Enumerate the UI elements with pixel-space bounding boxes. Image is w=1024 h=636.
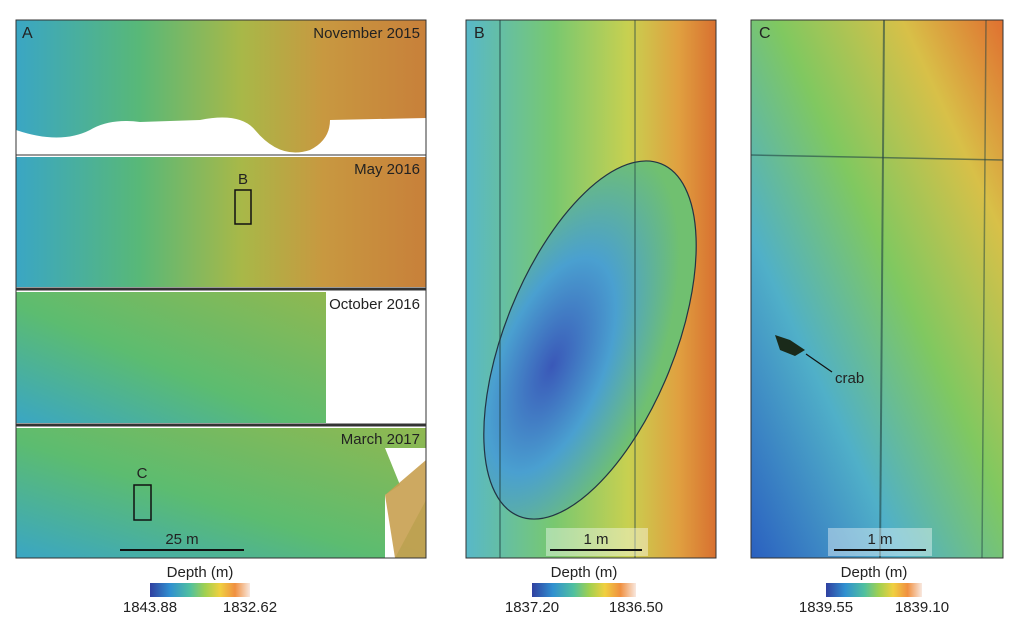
- colorbar-min: 1843.88: [123, 599, 177, 616]
- panel-c: crab C 1 m Depth (m) 1839.55 1839.10: [750, 19, 1004, 616]
- scale-label: 1 m: [583, 531, 608, 548]
- track: [981, 19, 987, 559]
- subpanel-title: March 2017: [341, 431, 420, 448]
- scale-label: 25 m: [165, 531, 198, 548]
- colorbar-max: 1832.62: [223, 599, 277, 616]
- panel-a: A November 2015 May 2016 October 2016 Ma…: [15, 19, 427, 616]
- subpanel-title: November 2015: [313, 25, 420, 42]
- subpanel-title: May 2016: [354, 161, 420, 178]
- colorbar-min: 1839.55: [799, 599, 853, 616]
- map-image: [16, 292, 326, 423]
- map-image: [385, 460, 426, 558]
- frame: [750, 19, 1004, 559]
- track: [750, 154, 1004, 161]
- colorbar: [826, 583, 922, 597]
- colorbar-min: 1837.20: [505, 599, 559, 616]
- colorbar-title: Depth (m): [167, 564, 234, 581]
- panel-b: B 1 m Depth (m) 1837.20 1836.50: [465, 19, 717, 616]
- colorbar: [532, 583, 636, 597]
- pit: [483, 160, 697, 520]
- frame: [465, 19, 717, 559]
- panel-label: C: [759, 25, 771, 42]
- colorbar: [150, 583, 250, 597]
- inset-box: [234, 189, 252, 225]
- map-image: [16, 428, 426, 558]
- colorbar-title: Depth (m): [841, 564, 908, 581]
- annotation: crab: [835, 370, 864, 387]
- inset-label: B: [238, 171, 248, 188]
- map-image: [751, 20, 1003, 558]
- subpanel-title: October 2016: [329, 296, 420, 313]
- scale-label: 1 m: [867, 531, 892, 548]
- scale-backdrop: [828, 528, 932, 556]
- inset-box: [133, 484, 152, 521]
- scale-backdrop: [546, 528, 648, 556]
- no-data: [16, 117, 426, 155]
- track: [879, 19, 885, 559]
- crab: [775, 335, 805, 356]
- colorbar-max: 1839.10: [895, 599, 949, 616]
- inset-label: C: [137, 465, 148, 482]
- colorbar-max: 1836.50: [609, 599, 663, 616]
- colorbar-title: Depth (m): [551, 564, 618, 581]
- annotation-line: [805, 353, 833, 373]
- panel-label: A: [22, 25, 33, 42]
- map-image: [16, 157, 426, 287]
- panel-label: B: [474, 25, 485, 42]
